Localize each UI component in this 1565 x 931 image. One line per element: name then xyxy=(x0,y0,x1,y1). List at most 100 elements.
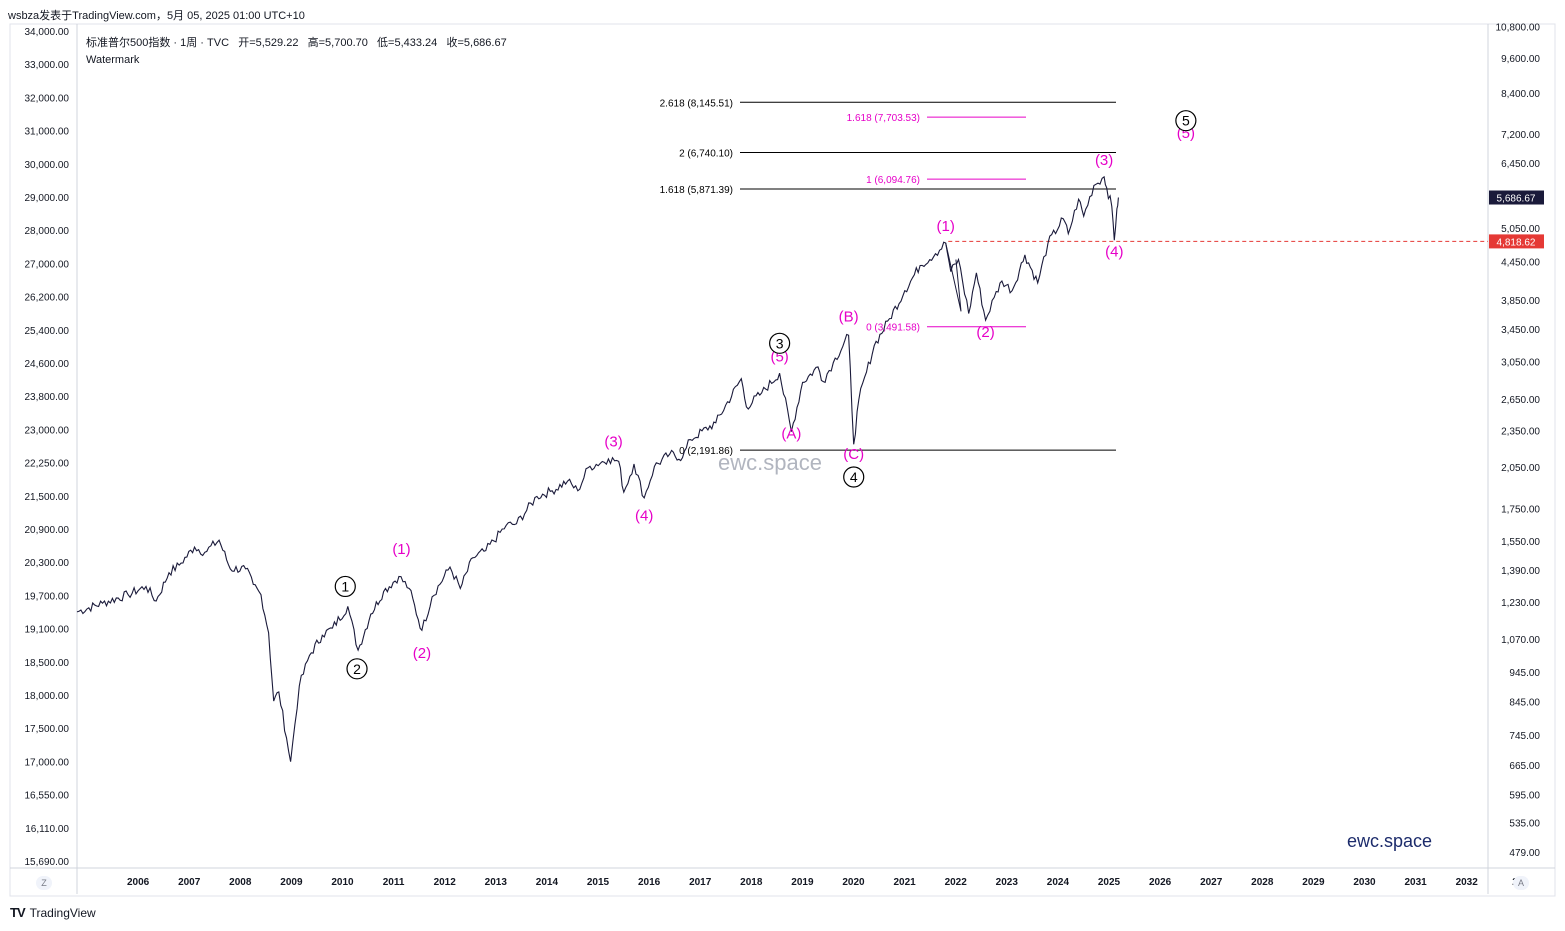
symbol-name[interactable]: 标准普尔500指数 · 1周 · TVC xyxy=(86,37,230,49)
ohlc-open: 开=5,529.22 xyxy=(238,37,299,49)
wave-label: (2) xyxy=(976,324,994,341)
right-axis-tick-label: 1,390.00 xyxy=(1501,566,1540,577)
right-axis-tick-label: 1,750.00 xyxy=(1501,505,1540,516)
right-axis-tick-label: 665.00 xyxy=(1509,761,1540,772)
x-axis-tick-label: 2025 xyxy=(1098,877,1121,888)
left-axis-tick-label: 34,000.00 xyxy=(25,27,70,38)
right-axis-tick-label: 6,450.00 xyxy=(1501,159,1540,170)
right-axis-tick-label: 5,050.00 xyxy=(1501,224,1540,235)
wave-circle xyxy=(1175,110,1197,132)
fib-level-label: 0 (3,491.58) xyxy=(866,323,920,334)
left-axis-tick-label: 32,000.00 xyxy=(25,93,70,104)
right-axis-tick-label: 479.00 xyxy=(1509,848,1540,859)
left-axis-tick-label: 20,900.00 xyxy=(25,525,70,536)
right-axis-tick-label: 3,850.00 xyxy=(1501,296,1540,307)
wave-circle-label: 5 xyxy=(1182,113,1190,129)
left-axis-tick-label: 30,000.00 xyxy=(25,160,70,171)
left-axis-tick-label: 28,000.00 xyxy=(25,226,70,237)
x-axis-tick-label: 2013 xyxy=(485,877,508,888)
right-axis-tick-label: 945.00 xyxy=(1509,668,1540,679)
wave-label: (4) xyxy=(1105,244,1123,261)
x-axis-tick-label: 2014 xyxy=(536,877,559,888)
zoom-reset-button[interactable]: Z xyxy=(36,876,52,890)
tradingview-footer[interactable]: TV TradingView xyxy=(10,905,96,920)
x-axis-tick-label: 2022 xyxy=(945,877,968,888)
right-axis-tick-label: 1,070.00 xyxy=(1501,635,1540,646)
wave-circle xyxy=(769,332,791,354)
left-axis-tick-label: 23,000.00 xyxy=(25,425,70,436)
right-axis-tick-label: 4,450.00 xyxy=(1501,257,1540,268)
wave-label: (3) xyxy=(1095,152,1113,169)
x-axis-tick-label: 2011 xyxy=(383,877,405,888)
right-axis-tick-label: 7,200.00 xyxy=(1501,130,1540,141)
fib-level-label: 1.618 (5,871.39) xyxy=(660,185,733,196)
tradingview-label: TradingView xyxy=(29,905,96,920)
auto-scale-button[interactable]: A xyxy=(1513,876,1529,890)
ohlc-high: 高=5,700.70 xyxy=(307,37,368,49)
left-axis-tick-label: 29,000.00 xyxy=(25,193,70,204)
wave-sketch-line xyxy=(945,242,962,312)
x-axis-tick-label: 2026 xyxy=(1149,877,1172,888)
left-axis-tick-label: 21,500.00 xyxy=(25,492,70,503)
wave-circle xyxy=(346,658,368,680)
x-axis-tick-label: 2027 xyxy=(1200,877,1223,888)
wave-label: (A) xyxy=(781,425,801,442)
x-axis-tick-label: 2032 xyxy=(1456,877,1479,888)
x-axis-tick-label: 2007 xyxy=(178,877,201,888)
x-axis-tick-label: 2015 xyxy=(587,877,610,888)
marked-level-tag xyxy=(1489,234,1544,249)
left-axis-tick-label: 24,600.00 xyxy=(25,359,70,370)
x-axis-tick-label: 2009 xyxy=(280,877,303,888)
right-axis-tick-label: 1,230.00 xyxy=(1501,598,1540,609)
ohlc-low: 低=5,433.24 xyxy=(377,37,438,49)
left-axis-tick-label: 16,550.00 xyxy=(25,791,70,802)
right-axis-tick-label: 3,450.00 xyxy=(1501,325,1540,336)
left-axis-tick-label: 22,250.00 xyxy=(25,459,70,470)
right-axis-tick-label: 845.00 xyxy=(1509,698,1540,709)
wave-circle-label: 2 xyxy=(353,661,361,677)
left-axis-tick-label: 19,100.00 xyxy=(25,625,70,636)
fib-level-label: 0 (2,191.86) xyxy=(679,446,733,457)
right-axis-tick-label: 595.00 xyxy=(1509,791,1540,802)
brand-label: ewc.space xyxy=(1347,831,1433,851)
wave-label: (1) xyxy=(937,218,955,235)
x-axis-tick-label: 2008 xyxy=(229,877,252,888)
left-axis-tick-label: 17,500.00 xyxy=(25,724,70,735)
wave-circle-label: 1 xyxy=(341,578,349,594)
current-price-label: 5,686.67 xyxy=(1497,194,1536,205)
fib-level-label: 2 (6,740.10) xyxy=(679,148,733,159)
left-axis-tick-label: 20,300.00 xyxy=(25,558,70,569)
x-axis-tick-label: 2031 xyxy=(1404,877,1427,888)
symbol-legend: 标准普尔500指数 · 1周 · TVC 开=5,529.22 高=5,700.… xyxy=(86,35,507,69)
x-axis-tick-label: 2017 xyxy=(689,877,712,888)
right-axis-tick-label: 1,550.00 xyxy=(1501,537,1540,548)
x-axis-tick-label: 2023 xyxy=(996,877,1019,888)
left-axis-tick-label: 27,000.00 xyxy=(25,259,70,270)
current-price-tag xyxy=(1489,190,1544,205)
fib-level-label: 2.618 (8,145.51) xyxy=(660,98,733,109)
right-axis-tick-label: 2,350.00 xyxy=(1501,427,1540,438)
left-axis-tick-label: 15,690.00 xyxy=(25,857,70,868)
left-axis-tick-label: 31,000.00 xyxy=(25,127,70,138)
x-axis-tick-label: 2028 xyxy=(1251,877,1274,888)
left-axis-tick-label: 33,000.00 xyxy=(25,60,70,71)
right-axis-tick-label: 535.00 xyxy=(1509,819,1540,830)
left-axis-tick-label: 25,400.00 xyxy=(25,326,70,337)
x-axis-tick-label: 2024 xyxy=(1047,877,1070,888)
x-axis-tick-label: 2010 xyxy=(331,877,354,888)
marked-level-label: 4,818.62 xyxy=(1497,237,1536,248)
left-axis-tick-label: 16,110.00 xyxy=(25,824,69,835)
right-axis-tick-label: 8,400.00 xyxy=(1501,89,1540,100)
wave-label: (3) xyxy=(604,434,622,451)
left-axis-tick-label: 23,800.00 xyxy=(25,392,70,403)
wave-label: (5) xyxy=(770,349,788,366)
x-axis-tick-label: 2012 xyxy=(434,877,457,888)
right-axis-tick-label: 3,050.00 xyxy=(1501,358,1540,369)
watermark-indicator-label[interactable]: Watermark xyxy=(86,54,140,66)
x-axis-tick-label: 2018 xyxy=(740,877,763,888)
left-axis-tick-label: 26,200.00 xyxy=(25,293,70,304)
fib-level-label: 1 (6,094.76) xyxy=(866,175,920,186)
right-axis-tick-label: 745.00 xyxy=(1509,731,1540,742)
x-axis-tick-label: 2016 xyxy=(638,877,661,888)
